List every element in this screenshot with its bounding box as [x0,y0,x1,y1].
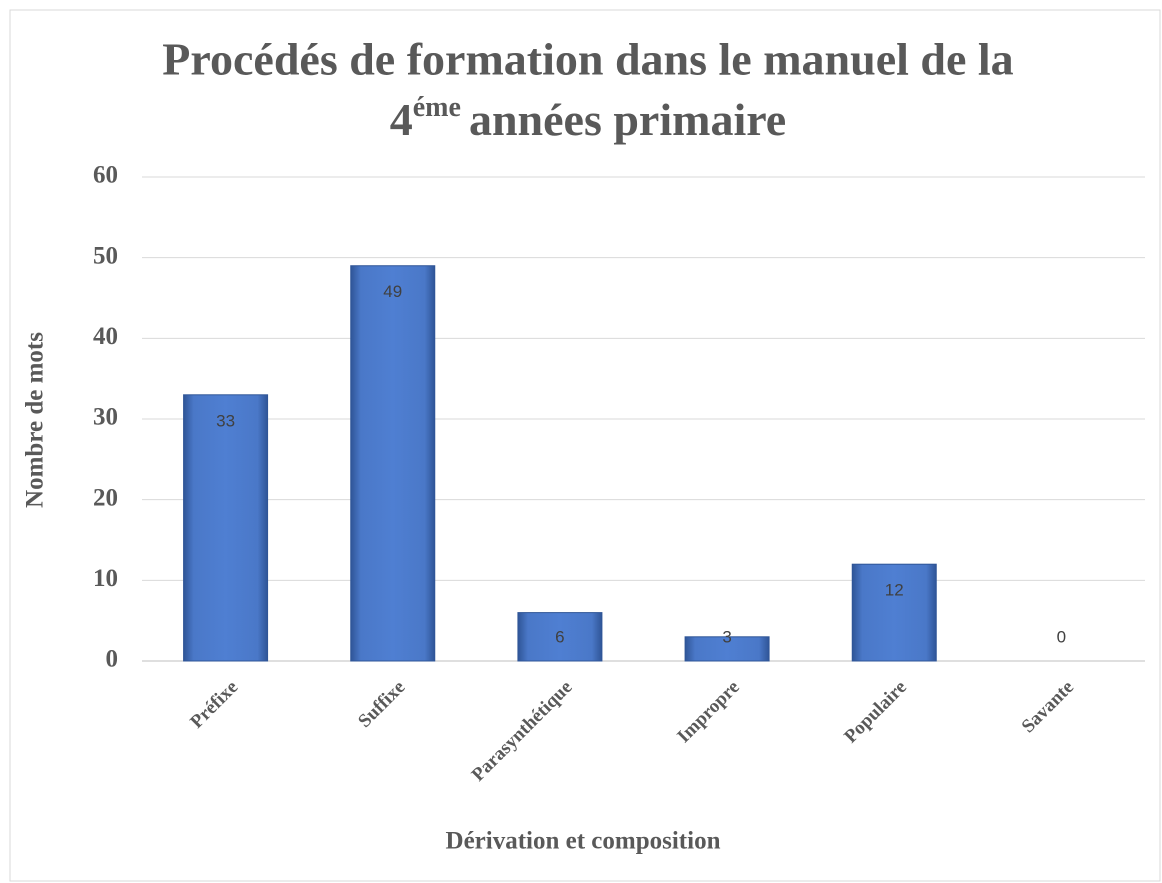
data-label: 6 [555,627,564,646]
bar [684,636,770,662]
data-label: 49 [383,282,402,301]
chart-title: Procédés de formation dans le manuel de … [162,34,1013,85]
y-axis-label: Nombre de mots [22,332,49,508]
chart-title: 4éme années primaire [390,92,786,144]
y-tick-label: 0 [106,646,119,673]
x-axis-label: Dérivation et composition [446,828,721,855]
title-part: 4 [390,94,413,145]
title-part: années primaire [469,94,786,145]
y-tick-label: 30 [93,404,118,431]
bar [517,612,603,662]
y-tick-label: 50 [93,242,118,269]
y-tick-label: 10 [93,565,118,592]
data-label: 3 [722,627,731,646]
bar [350,265,436,662]
data-label: 0 [1057,627,1066,646]
y-tick-label: 40 [93,323,118,350]
y-tick-label: 20 [93,484,118,511]
data-label: 33 [216,411,235,430]
y-tick-label: 60 [93,162,118,189]
data-label: 12 [885,581,904,600]
title-superscript: éme [413,92,461,123]
bar [851,563,937,662]
bar [183,394,269,662]
